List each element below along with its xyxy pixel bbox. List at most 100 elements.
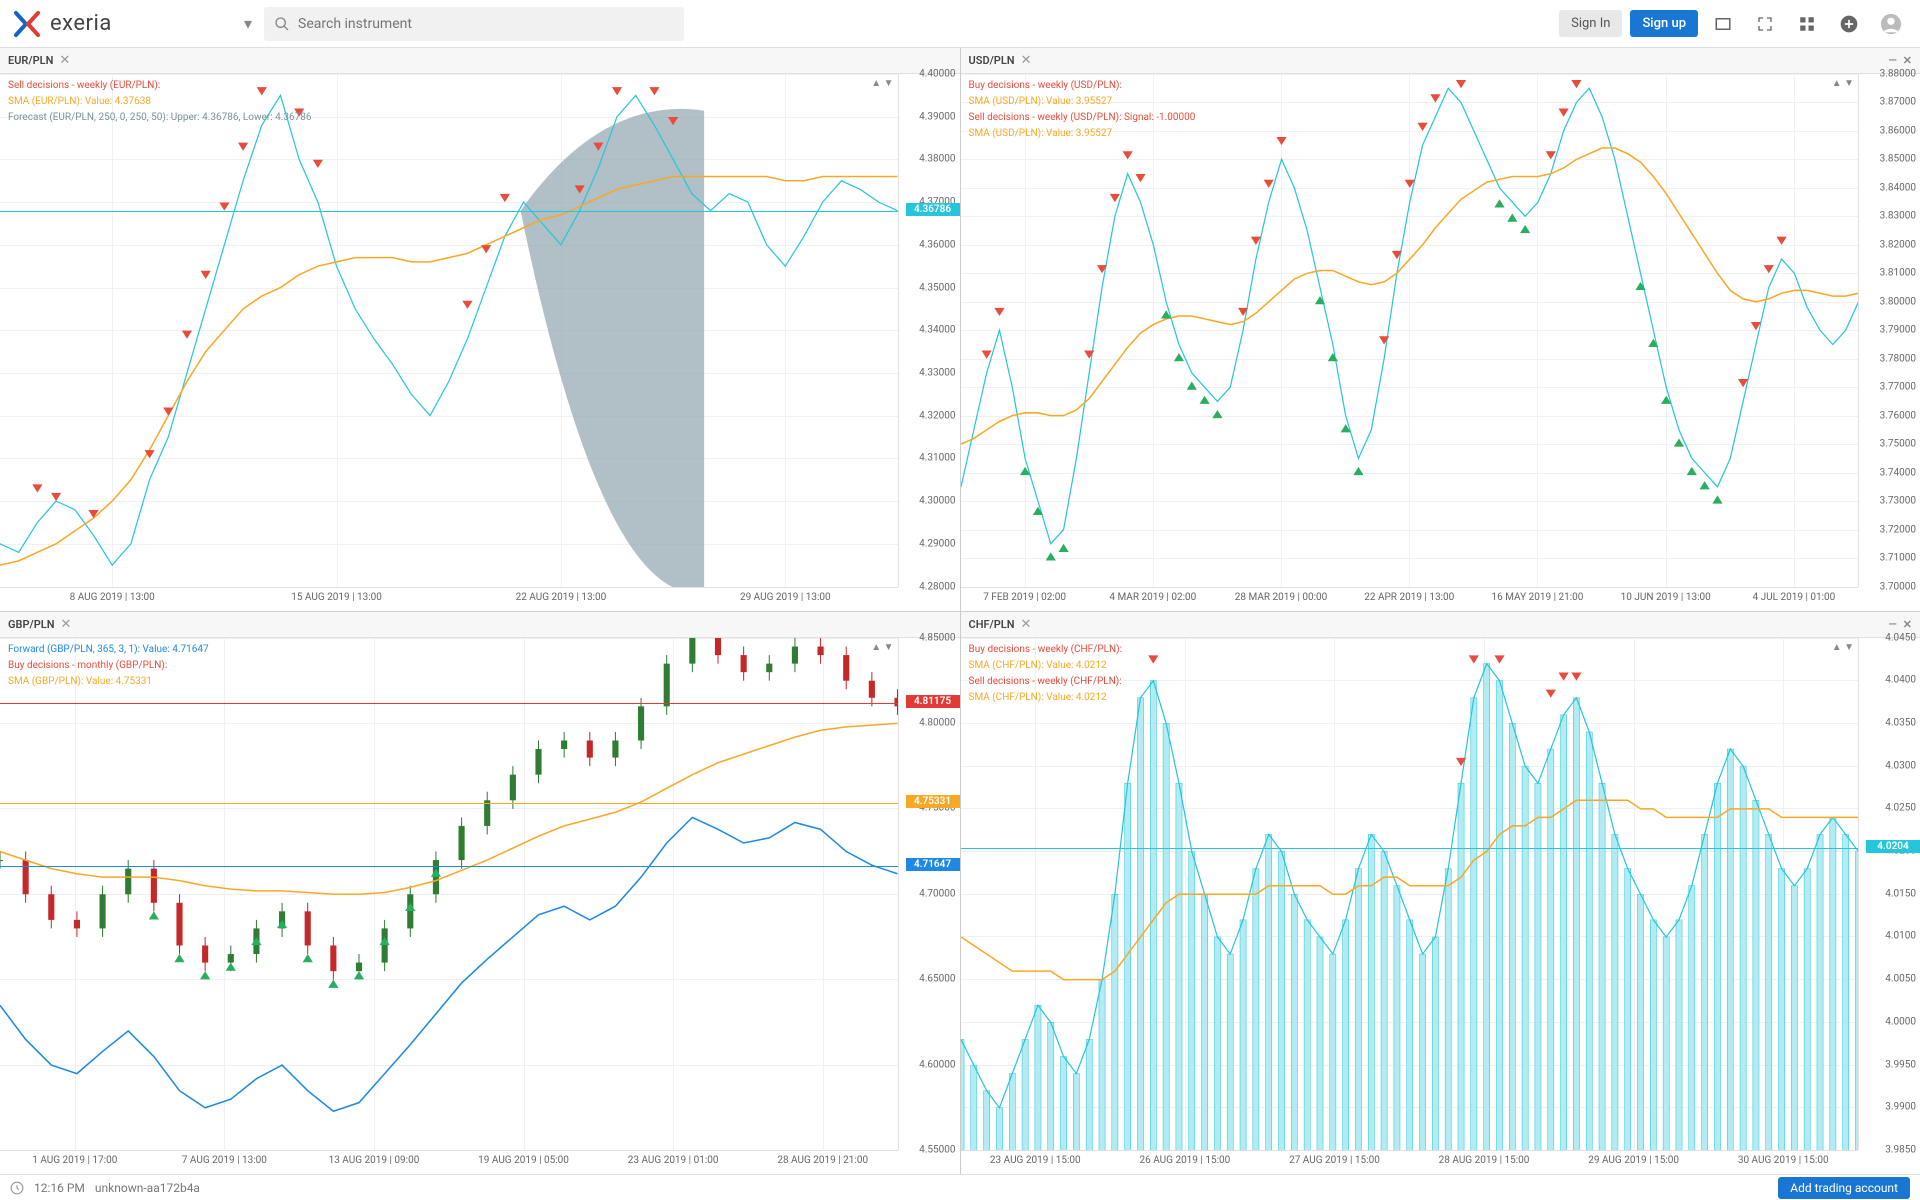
y-axis: 3.880003.870003.860003.850003.840003.830… [1858, 74, 1920, 587]
panel-title: EUR/PLN [8, 54, 53, 67]
add-trading-account-button[interactable]: Add trading account [1778, 1177, 1910, 1199]
x-axis: 1 AUG 2019 | 17:007 AUG 2019 | 13:0013 A… [0, 1150, 898, 1174]
scroll-arrows[interactable]: ▲ ▼ [871, 642, 893, 653]
y-tick: 4.0100 [1885, 931, 1916, 942]
x-tick: 28 AUG 2019 | 15:00 [1439, 1155, 1530, 1166]
y-tick: 4.0350 [1885, 717, 1916, 728]
y-tick: 3.85000 [1880, 154, 1916, 165]
minimize-icon[interactable]: — [1888, 54, 1896, 67]
price-marker: 4.71647 [906, 858, 960, 871]
indicator-label: Buy decisions - weekly (USD/PLN): [969, 78, 1196, 94]
chart-plot[interactable]: ▲ ▼ [961, 638, 1859, 1151]
y-tick: 3.78000 [1880, 353, 1916, 364]
top-bar: exeria ▾ Sign In Sign up [0, 0, 1920, 48]
y-tick: 4.0150 [1885, 888, 1916, 899]
close-icon[interactable]: ✕ [1021, 53, 1032, 68]
fullscreen-icon[interactable] [1748, 7, 1782, 41]
x-tick: 4 JUL 2019 | 01:00 [1753, 592, 1836, 603]
add-icon[interactable] [1832, 7, 1866, 41]
y-tick: 4.55000 [919, 1145, 955, 1156]
x-tick: 19 AUG 2019 | 05:00 [478, 1155, 569, 1166]
y-tick: 4.32000 [919, 410, 955, 421]
y-tick: 3.70000 [1880, 581, 1916, 592]
y-tick: 4.70000 [919, 888, 955, 899]
x-tick: 4 MAR 2019 | 02:00 [1109, 592, 1196, 603]
indicator-label: Buy decisions - weekly (CHF/PLN): [969, 642, 1123, 658]
y-tick: 4.40000 [919, 69, 955, 80]
close-panel-icon[interactable]: ✕ [1903, 54, 1912, 67]
y-tick: 3.74000 [1880, 467, 1916, 478]
y-axis: 4.850004.800004.750004.700004.650004.600… [898, 638, 960, 1151]
panel-title: CHF/PLN [969, 618, 1015, 631]
chart-plot[interactable]: ▲ ▼ [0, 638, 898, 1151]
y-tick: 4.34000 [919, 325, 955, 336]
y-tick: 3.79000 [1880, 325, 1916, 336]
indicator-label: Forecast (EUR/PLN, 250, 0, 250, 50): Upp… [8, 110, 311, 126]
x-tick: 22 AUG 2019 | 13:00 [516, 592, 607, 603]
chart-plot[interactable]: ▲ ▼ [961, 74, 1859, 587]
sign-in-button[interactable]: Sign In [1559, 10, 1622, 37]
x-tick: 29 AUG 2019 | 13:00 [740, 592, 831, 603]
price-marker: 4.81175 [906, 695, 960, 708]
status-user: unknown-aa172b4a [95, 1181, 200, 1195]
price-marker: 4.36786 [906, 203, 960, 216]
layout-icon[interactable] [1706, 7, 1740, 41]
x-axis: 23 AUG 2019 | 15:0026 AUG 2019 | 15:0027… [961, 1150, 1859, 1174]
grid-icon[interactable] [1790, 7, 1824, 41]
x-tick: 8 AUG 2019 | 13:00 [70, 592, 155, 603]
y-tick: 4.28000 [919, 581, 955, 592]
indicator-label: Sell decisions - weekly (USD/PLN): Signa… [969, 110, 1196, 126]
x-tick: 16 MAY 2019 | 21:00 [1492, 592, 1584, 603]
y-tick: 3.9950 [1885, 1059, 1916, 1070]
account-icon[interactable] [1874, 7, 1908, 41]
chart-panel-CHF-PLN: CHF/PLN ✕ — ✕ Buy decisions - weekly (CHF/PL… [961, 612, 1920, 1175]
sign-up-button[interactable]: Sign up [1630, 10, 1698, 37]
indicator-label: SMA (GBP/PLN): Value: 4.75331 [8, 674, 209, 690]
close-icon[interactable]: ✕ [1021, 617, 1032, 632]
x-axis: 7 FEB 2019 | 02:00 4 MAR 2019 | 02:00 28 M… [961, 587, 1859, 611]
y-tick: 4.30000 [919, 496, 955, 507]
scroll-arrows[interactable]: ▲ ▼ [871, 78, 893, 89]
indicator-label: SMA (USD/PLN): Value: 3.95527 [969, 126, 1196, 142]
y-tick: 4.60000 [919, 1059, 955, 1070]
y-tick: 3.9900 [1885, 1102, 1916, 1113]
close-panel-icon[interactable]: ✕ [1903, 618, 1912, 631]
workspace-dropdown[interactable]: ▾ [240, 10, 256, 37]
chart-plot[interactable]: ▲ ▼ [0, 74, 898, 587]
y-tick: 4.39000 [919, 111, 955, 122]
y-tick: 4.85000 [919, 632, 955, 643]
scroll-arrows[interactable]: ▲ ▼ [1832, 78, 1854, 89]
close-icon[interactable]: ✕ [61, 617, 72, 632]
x-tick: 27 AUG 2019 | 15:00 [1289, 1155, 1380, 1166]
panel-header: USD/PLN✕—✕ [961, 48, 1920, 74]
y-tick: 3.80000 [1880, 296, 1916, 307]
panel-header: GBP/PLN✕ [0, 612, 960, 638]
logo-icon [12, 9, 42, 39]
indicator-list: Sell decisions - weekly (EUR/PLN):SMA (E… [8, 78, 311, 126]
y-tick: 4.33000 [919, 367, 955, 378]
indicator-label: SMA (CHF/PLN): Value: 4.0212 [969, 658, 1123, 674]
y-tick: 4.0400 [1885, 675, 1916, 686]
x-axis: 8 AUG 2019 | 13:0015 AUG 2019 | 13:0022 … [0, 587, 898, 611]
search-box[interactable] [264, 7, 684, 41]
y-tick: 3.9850 [1885, 1145, 1916, 1156]
x-tick: 7 FEB 2019 | 02:00 [983, 592, 1066, 603]
indicator-label: SMA (CHF/PLN): Value: 4.0212 [969, 690, 1123, 706]
y-tick: 3.75000 [1880, 439, 1916, 450]
minimize-icon[interactable]: — [1888, 618, 1896, 631]
indicator-label: SMA (USD/PLN): Value: 3.95527 [969, 94, 1196, 110]
chart-panel-EUR-PLN: EUR/PLN ✕ Sell decisions - weekly (EUR/PLN… [0, 48, 960, 611]
chart-panel-GBP-PLN: GBP/PLN✕Forward (GBP/PLN, 365, 3, 1): Va… [0, 612, 960, 1175]
x-tick: 30 AUG 2019 | 15:00 [1738, 1155, 1829, 1166]
close-icon[interactable]: ✕ [59, 53, 70, 68]
y-tick: 4.35000 [919, 282, 955, 293]
search-input[interactable] [298, 16, 674, 32]
y-tick: 4.0450 [1885, 632, 1916, 643]
scroll-arrows[interactable]: ▲ ▼ [1832, 642, 1854, 653]
y-tick: 4.36000 [919, 239, 955, 250]
x-tick: 10 JUN 2019 | 13:00 [1621, 592, 1711, 603]
indicator-label: Buy decisions - monthly (GBP/PLN): [8, 658, 209, 674]
y-tick: 3.77000 [1880, 382, 1916, 393]
x-tick: 23 AUG 2019 | 01:00 [628, 1155, 719, 1166]
x-tick: 28 MAR 2019 | 00:00 [1235, 592, 1328, 603]
